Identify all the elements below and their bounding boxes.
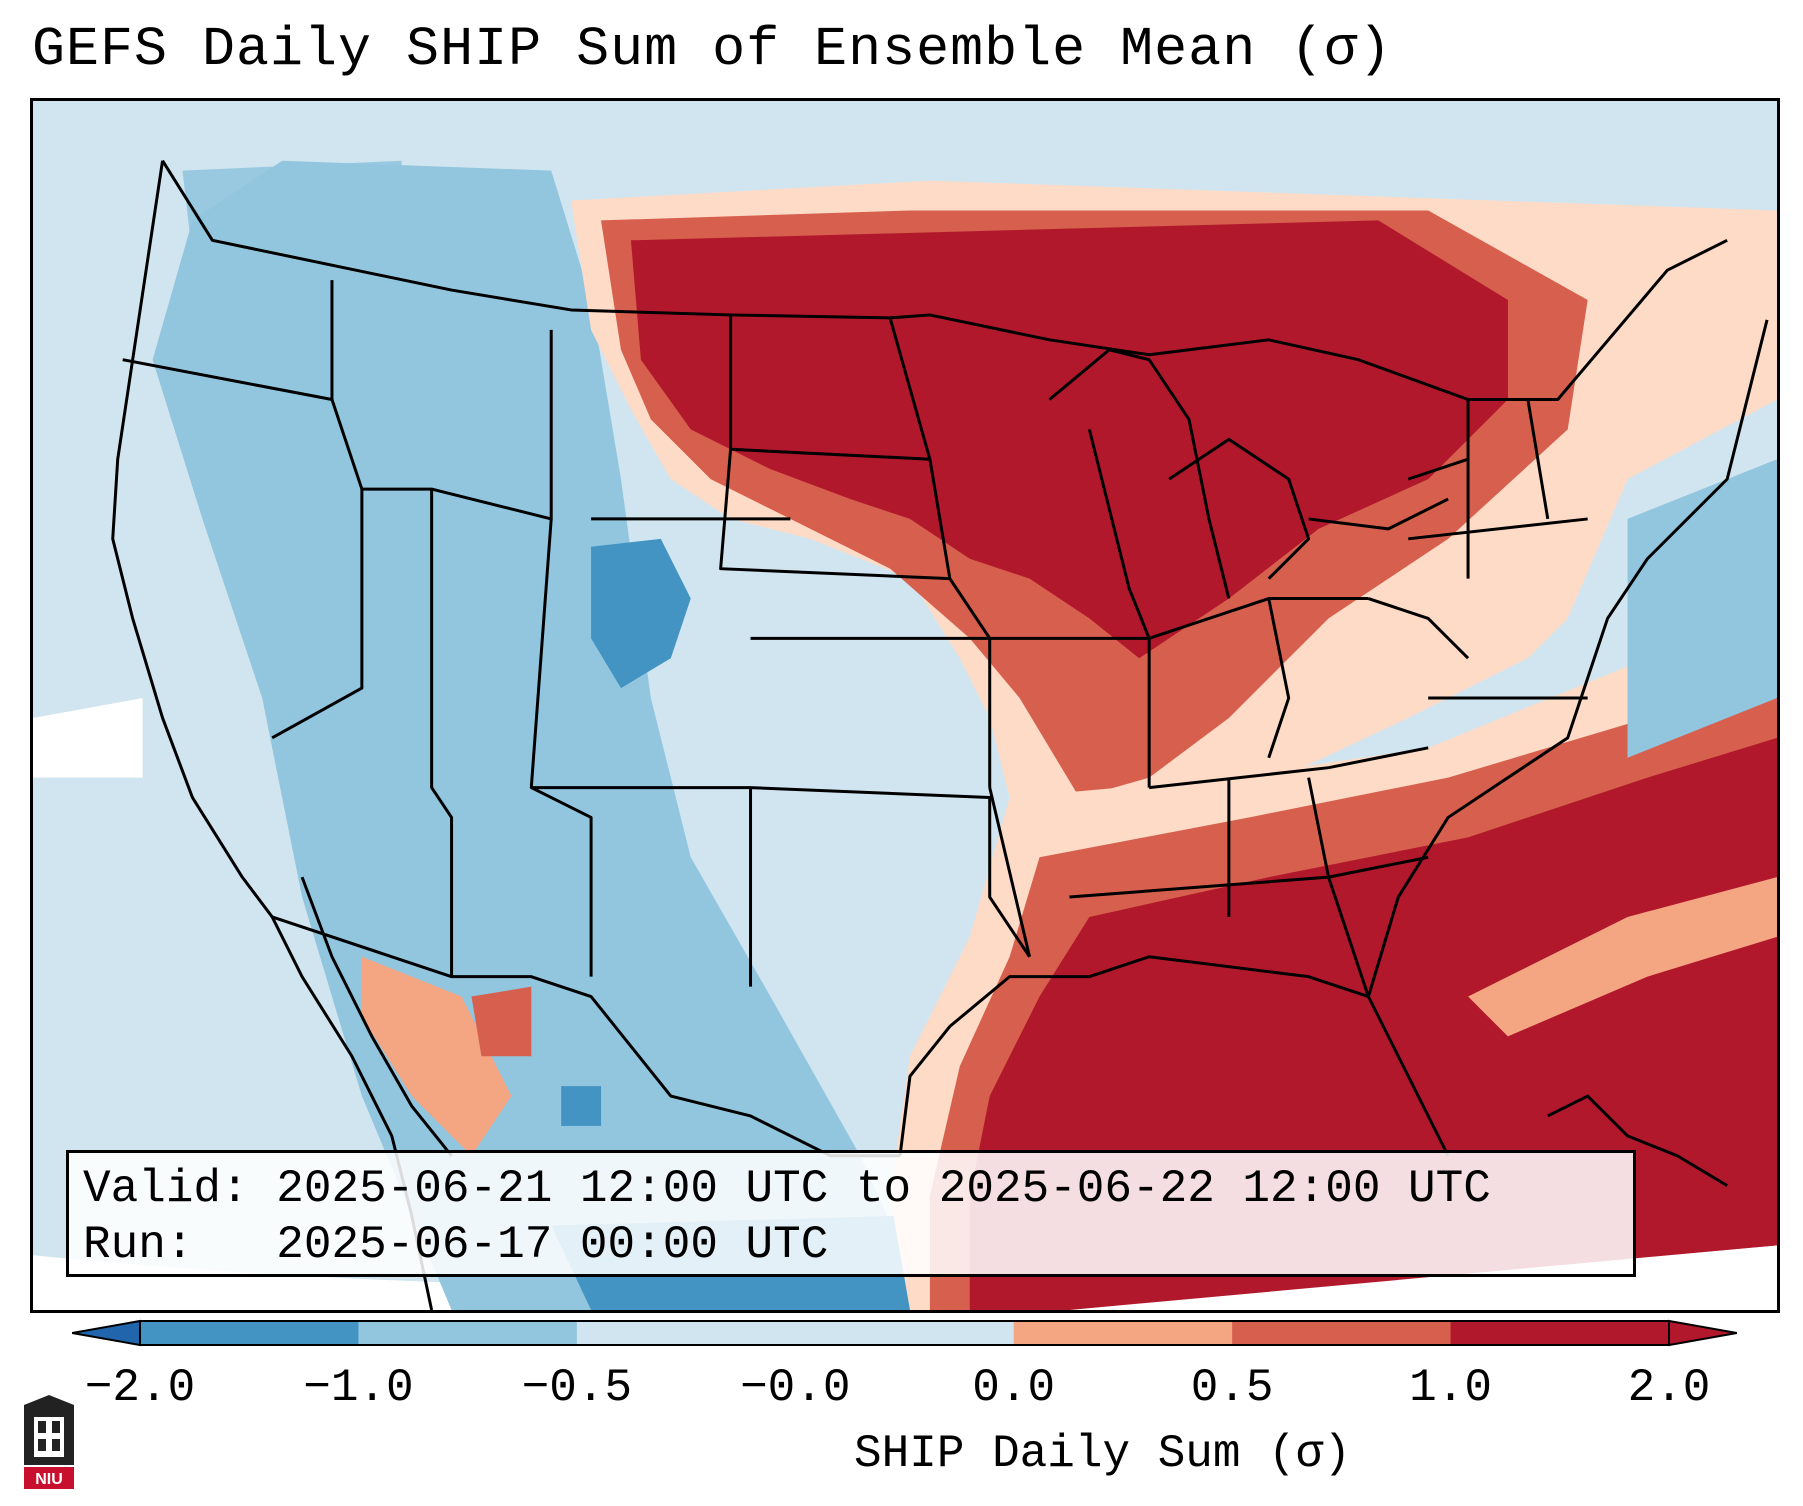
field-colorado-dark-blue xyxy=(591,538,691,689)
boundaries xyxy=(111,159,1769,1310)
colorbar-label: SHIP Daily Sum (σ) xyxy=(854,1428,1351,1480)
colorbar-segment xyxy=(576,1321,796,1345)
niu-logo: NIU xyxy=(24,1395,74,1489)
ship-shading xyxy=(33,160,1777,1310)
colorbar-segment xyxy=(795,1321,1015,1345)
conus-ship-map xyxy=(33,101,1777,1310)
colorbar-extend-left xyxy=(72,1319,141,1347)
state-lines-east xyxy=(1267,399,1588,879)
baja-coast xyxy=(300,876,453,1157)
colorbar xyxy=(72,1319,1737,1347)
colorbar-tick-label: 0.0 xyxy=(972,1362,1056,1414)
west-coast xyxy=(111,160,434,1310)
run-value: 2025-06-17 00:00 UTC xyxy=(276,1219,829,1271)
field-atlantic-light-band xyxy=(1468,877,1777,1037)
map-title: GEFS Daily SHIP Sum of Ensemble Mean (σ) xyxy=(32,18,1393,81)
field-north-dark-red xyxy=(630,220,1508,659)
field-baja-red xyxy=(361,956,512,1156)
valid-row: Valid: 2025-06-21 12:00 UTC to 2025-06-2… xyxy=(83,1161,1633,1217)
colorbar-segment xyxy=(358,1321,578,1345)
gulf-coast xyxy=(898,955,1450,1157)
field-missing xyxy=(33,698,143,778)
colorbar-tick-label: −2.0 xyxy=(84,1362,196,1414)
colorbar-tick-label: 0.5 xyxy=(1190,1362,1274,1414)
colorbar-segment xyxy=(1013,1321,1233,1345)
colorbar-tick-label: −0.0 xyxy=(740,1362,851,1414)
mexico-border xyxy=(271,915,901,1158)
caribbean-islands xyxy=(1547,1094,1728,1187)
colorbar-tick-label: −1.0 xyxy=(303,1362,414,1414)
run-row: Run: 2025-06-17 00:00 UTC xyxy=(83,1217,1633,1273)
east-coast xyxy=(1366,319,1769,997)
field-sw-patch-red xyxy=(471,986,532,1057)
niu-logo-text: NIU xyxy=(35,1471,63,1488)
colorbar-tick-label: 2.0 xyxy=(1627,1362,1711,1414)
map-panel xyxy=(30,98,1780,1313)
valid-value: 2025-06-21 12:00 UTC to 2025-06-22 12:00… xyxy=(276,1163,1491,1215)
field-atlantic-blue xyxy=(1627,459,1777,758)
colorbar-segment xyxy=(1232,1321,1452,1345)
colorbar-segment xyxy=(140,1321,359,1345)
valid-time-box: Valid: 2025-06-21 12:00 UTC to 2025-06-2… xyxy=(66,1150,1636,1277)
colorbar-segments xyxy=(139,1320,1670,1346)
valid-label: Valid: xyxy=(83,1163,249,1215)
colorbar-tick-label: 1.0 xyxy=(1409,1362,1492,1414)
colorbar-tick-label: −0.5 xyxy=(521,1362,633,1414)
run-label: Run: xyxy=(83,1219,194,1271)
great-lakes xyxy=(1048,348,1469,599)
colorbar-segment xyxy=(1450,1321,1670,1345)
colorbar-extend-right xyxy=(1668,1319,1737,1347)
field-spot-blue-1 xyxy=(561,1086,602,1126)
field-northwest-blue xyxy=(182,160,402,480)
